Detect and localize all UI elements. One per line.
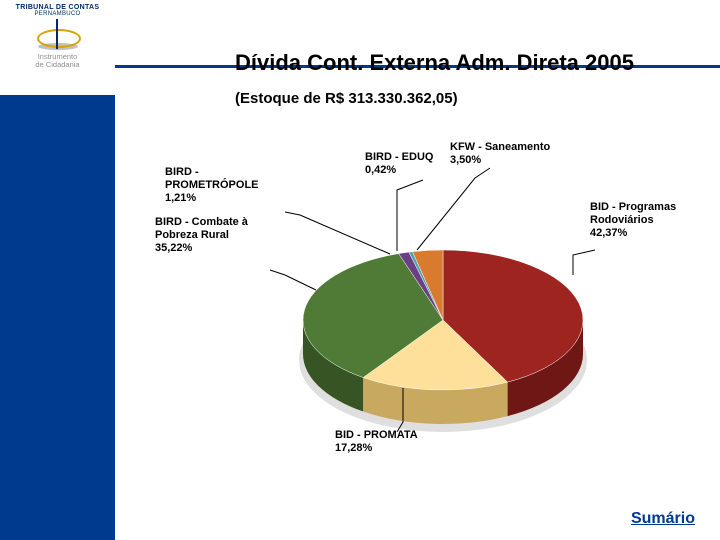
svg-text:17,28%: 17,28% bbox=[335, 442, 373, 454]
sidebar-blue-panel bbox=[0, 95, 115, 540]
svg-text:Pobreza Rural: Pobreza Rural bbox=[155, 229, 229, 241]
sidebar: TRIBUNAL DE CONTAS PERNAMBUCO Instrument… bbox=[0, 0, 115, 540]
svg-text:42,37%: 42,37% bbox=[590, 227, 628, 239]
svg-text:BIRD -: BIRD - bbox=[165, 166, 199, 178]
page-title: Dívida Cont. Externa Adm. Direta 2005 bbox=[235, 50, 634, 76]
svg-text:PROMETRÓPOLE: PROMETRÓPOLE bbox=[165, 178, 259, 191]
svg-text:BIRD - Combate à: BIRD - Combate à bbox=[155, 216, 249, 228]
svg-text:35,22%: 35,22% bbox=[155, 242, 193, 254]
svg-text:1,21%: 1,21% bbox=[165, 192, 196, 204]
sumario-link[interactable]: Sumário bbox=[631, 510, 695, 528]
logo-glyph bbox=[35, 19, 81, 51]
svg-text:BID - Programas: BID - Programas bbox=[590, 201, 676, 213]
pie-chart: BID - ProgramasRodoviários42,37% BID - PR… bbox=[135, 120, 705, 490]
svg-text:Rodoviários: Rodoviários bbox=[590, 214, 654, 226]
svg-text:BIRD - EDUQ: BIRD - EDUQ bbox=[365, 151, 434, 163]
svg-text:0,42%: 0,42% bbox=[365, 164, 396, 176]
page-subtitle: (Estoque de R$ 313.330.362,05) bbox=[235, 90, 458, 107]
svg-text:BID - PROMATA: BID - PROMATA bbox=[335, 429, 418, 441]
logo-org: TRIBUNAL DE CONTAS bbox=[16, 4, 100, 11]
logo: TRIBUNAL DE CONTAS PERNAMBUCO Instrument… bbox=[0, 0, 115, 95]
svg-text:3,50%: 3,50% bbox=[450, 154, 481, 166]
logo-tagline: Instrumentode Cidadania bbox=[35, 53, 79, 70]
svg-text:KFW - Saneamento: KFW - Saneamento bbox=[450, 141, 551, 153]
logo-state: PERNAMBUCO bbox=[34, 11, 80, 17]
